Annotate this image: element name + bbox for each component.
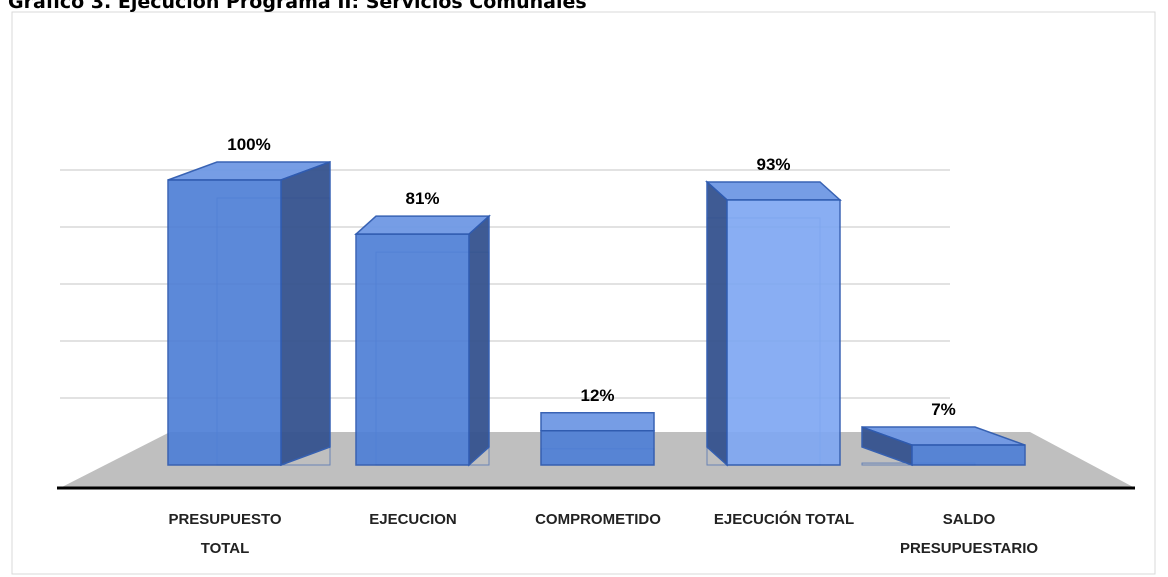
bar-top: [705, 181, 842, 201]
bar-top: [354, 215, 491, 235]
value-label: 100%: [227, 135, 270, 154]
bar: [861, 425, 1026, 467]
bar-side: [468, 214, 490, 467]
bar-side: [280, 160, 331, 467]
bar-front: [540, 430, 655, 466]
value-label: 7%: [931, 400, 956, 419]
x-tick-label: PRESUPUESTO TOTAL: [168, 511, 282, 557]
bars: 100% 81% 12% 93% 7%: [167, 135, 1026, 467]
chart-title: Gráfico 3. Ejecución Programa II: Servic…: [8, 0, 587, 13]
x-tick-label: COMPROMETIDO: [535, 511, 661, 528]
bar: [705, 180, 842, 467]
bar-side: [706, 180, 728, 467]
bar: [167, 160, 331, 467]
value-label: 12%: [580, 386, 614, 405]
bar: [540, 412, 655, 466]
value-label: 81%: [405, 189, 439, 208]
value-label: 93%: [756, 155, 790, 174]
x-tick-label: SALDO PRESUPUESTARIO: [899, 511, 1039, 557]
bar-front: [726, 199, 841, 466]
x-tick-label: EJECUCION: [369, 511, 457, 528]
bar: [354, 214, 491, 467]
bar-front: [167, 179, 282, 466]
bar-top: [540, 412, 655, 432]
x-tick-label: EJECUCIÓN TOTAL: [713, 511, 855, 528]
bar-front: [911, 444, 1026, 466]
bar-front: [355, 233, 470, 466]
